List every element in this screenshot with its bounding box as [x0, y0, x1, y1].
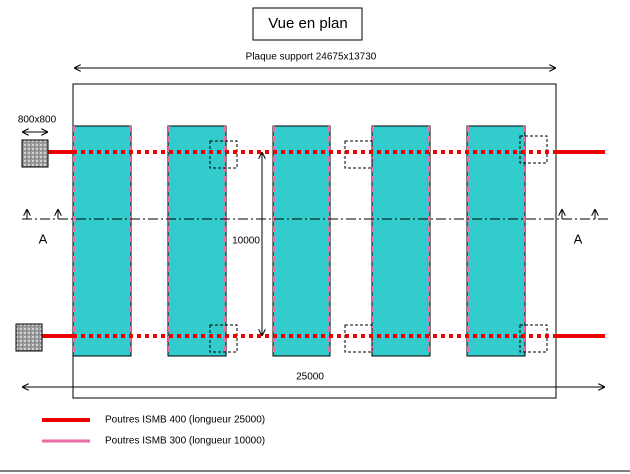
pad-dim: 800x800	[18, 115, 57, 126]
block	[272, 125, 331, 357]
block	[72, 125, 132, 357]
red-beams	[30, 150, 605, 338]
section-label: A	[574, 231, 583, 246]
block	[371, 125, 431, 357]
title: Vue en plan	[268, 15, 348, 32]
title-box	[252, 7, 363, 41]
pink-beams	[73, 126, 525, 356]
width-dim: 25000	[296, 372, 324, 383]
section-label: A	[39, 231, 48, 246]
plate-dim: Plaque support 24675x13730	[246, 52, 377, 63]
height-dim: 10000	[232, 236, 260, 247]
dashed-boxes	[209, 135, 548, 353]
blocks	[72, 125, 526, 357]
section-arrows	[27, 209, 595, 219]
block	[466, 125, 526, 357]
pad	[15, 323, 43, 352]
legend-label: Poutres ISMB 300 (longueur 10000)	[105, 436, 265, 447]
block	[167, 125, 227, 357]
legend-label: Poutres ISMB 400 (longueur 25000)	[105, 415, 265, 426]
pad	[21, 139, 49, 168]
